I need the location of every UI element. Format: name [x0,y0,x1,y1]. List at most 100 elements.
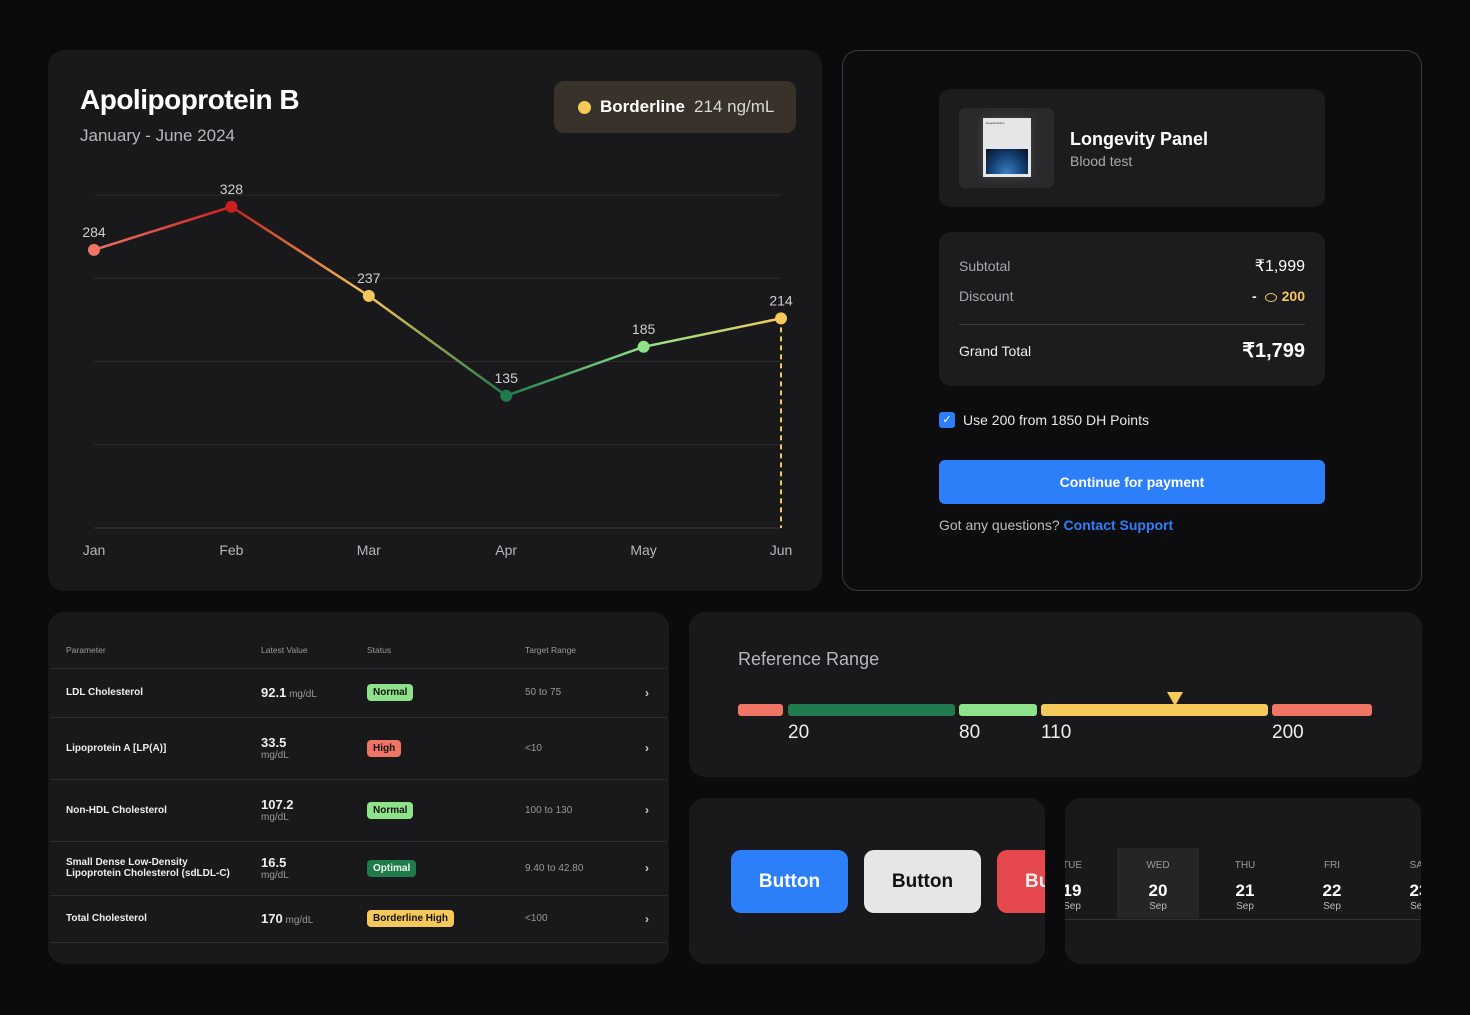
chevron-right-icon[interactable]: › [627,895,667,943]
status-label: Borderline [600,97,686,116]
apob-chart-card: 284 Jan 328 Feb 237 Mar 135 Apr 185 May 214 Jun Apo… [48,50,822,591]
data-label: 237 [357,270,381,286]
line-segment [643,317,782,349]
header-parameter: Parameter [50,632,261,669]
day-number: 22 [1322,881,1342,900]
latest-value: 92.1 mg/dL [261,668,367,718]
product-thumbnail: DeepHolistics [959,108,1054,188]
month: Sep [1236,901,1254,912]
data-point [775,312,787,325]
value-number: 92.1 [261,685,287,700]
coin-icon [1264,292,1277,302]
date-item-wed[interactable]: WED 20 Sep [1117,848,1199,918]
table-row[interactable]: Non-HDL Cholesterol 107.2 mg/dL Normal 10… [50,779,667,842]
data-point [500,389,513,402]
date-item-fri[interactable]: FRI 22 Sep [1291,848,1373,918]
header-target-range: Target Range [525,632,627,669]
biomarker-table: Parameter Latest Value Status Target Ran… [50,632,667,943]
data-point [362,289,375,302]
line-segment [505,345,645,397]
button-showcase-card: Button Button Button [689,798,1045,964]
value-unit: mg/dL [261,870,289,881]
value-unit: mg/dL [261,750,289,761]
chevron-right-icon[interactable]: › [627,668,667,718]
primary-button[interactable]: Button [731,850,848,913]
date-item-tue[interactable]: TUE 19 Sep [1065,848,1113,918]
status-value: 214 ng/mL [694,97,775,116]
weekday: TUE [1065,860,1082,871]
parameter-name: Small Dense Low-Density Lipoprotein Chol… [50,841,261,896]
data-label: 214 [769,292,793,308]
date-item-thu[interactable]: THU 21 Sep [1204,848,1286,918]
latest-value: 107.2 mg/dL [261,779,367,842]
status-cell: Optimal [367,841,525,896]
data-label: 135 [495,370,519,386]
weekday: THU [1234,860,1256,871]
chevron-right-icon[interactable]: › [627,717,667,780]
range-segment-optimal [788,704,955,716]
divider [959,324,1305,325]
target-range: 100 to 130 [525,779,627,842]
checkmark-icon[interactable]: ✓ [939,412,955,428]
value-number: 16.5 [261,855,287,870]
target-range: <100 [525,895,627,943]
latest-value: 33.5 mg/dL [261,717,367,780]
weekday: FRI [1323,860,1341,871]
help-question: Got any questions? [939,517,1060,533]
status-dot-icon [578,100,591,114]
latest-value: 16.5 mg/dL [261,841,367,896]
status-pill: Borderline 214 ng/mL [554,81,796,133]
status-cell: Normal [367,668,525,718]
chevron-right-icon[interactable]: › [627,779,667,842]
reference-range-card: Reference Range 20 80 110 200 [689,612,1422,777]
table-row[interactable]: Total Cholesterol 170 mg/dL Borderline H… [50,895,667,943]
biomarker-table-card: Parameter Latest Value Status Target Ran… [48,612,669,964]
status-badge: High [367,739,402,757]
day-number: 23 [1409,881,1421,900]
table-row[interactable]: LDL Cholesterol 92.1 mg/dL Normal 50 to … [50,668,667,718]
parameter-name: LDL Cholesterol [50,668,261,718]
x-tick-label: Feb [219,542,243,558]
contact-support-link[interactable]: Contact Support [1063,517,1174,533]
subtotal-label: Subtotal [959,258,1011,274]
weekday: WED [1146,860,1170,871]
latest-value: 170 mg/dL [261,895,367,943]
value-marker-icon [1166,692,1183,706]
day-number: 19 [1065,881,1082,900]
range-tick: 80 [959,722,981,743]
x-tick-label: Jan [83,542,106,558]
continue-payment-button[interactable]: Continue for payment [939,460,1325,504]
range-tick: 110 [1041,722,1072,743]
header-latest-value: Latest Value [261,632,367,669]
table-row[interactable]: Lipoprotein A [LP(A)] 33.5 mg/dL High <10… [50,717,667,780]
x-tick-label: May [630,542,656,558]
value-unit: mg/dL [289,689,317,700]
header-status: Status [367,632,525,669]
line-segment [230,205,370,297]
x-tick-label: Jun [770,542,793,558]
month: Sep [1065,901,1081,912]
secondary-button[interactable]: Button [864,850,981,913]
table-row[interactable]: Small Dense Low-Density Lipoprotein Chol… [50,841,667,896]
data-point [225,200,238,213]
discount-prefix: - [1251,288,1257,304]
data-label: 185 [632,321,656,337]
status-cell: Normal [367,779,525,842]
month: Sep [1149,901,1167,912]
range-tick: 200 [1272,722,1304,743]
month: Sep [1323,901,1341,912]
data-point [88,243,100,256]
date-item-sat[interactable]: SAT 23Sep [1378,848,1421,918]
product-card: DeepHolistics Longevity Panel Blood test [939,89,1325,207]
x-tick-label: Mar [357,542,381,558]
points-checkbox[interactable]: ✓ Use 200 from 1850 DH Points [939,412,1149,428]
range-segment-low [738,704,783,716]
subtotal-value: ₹1,999 [1254,258,1305,275]
parameter-name: Lipoprotein A [LP(A)] [50,717,261,780]
discount-label: Discount [959,288,1014,304]
danger-button[interactable]: Button [997,850,1045,913]
target-range: <10 [525,717,627,780]
discount-value: 200 [1281,288,1305,304]
data-label: 328 [220,181,244,197]
chevron-right-icon[interactable]: › [627,841,667,896]
